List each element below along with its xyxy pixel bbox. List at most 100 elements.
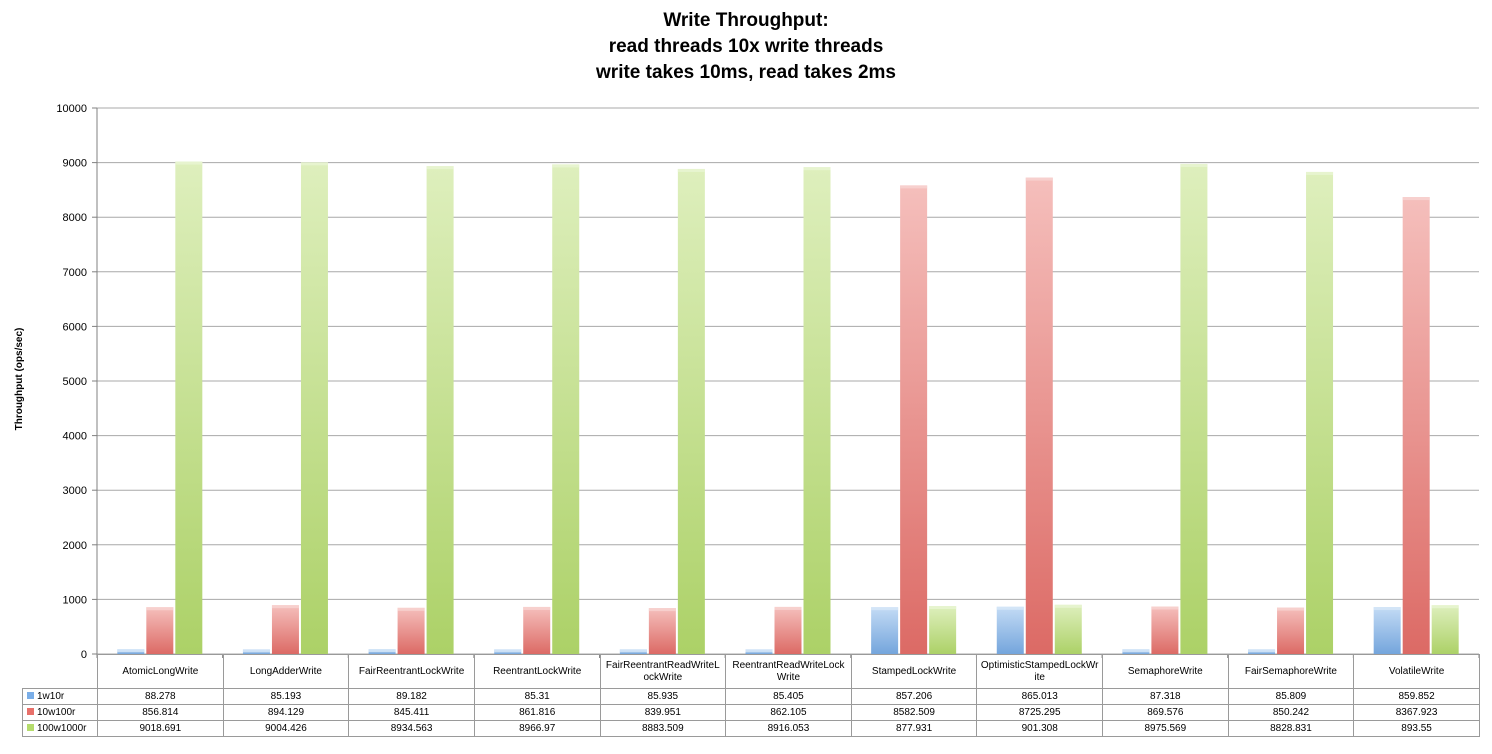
- bar-100w1000r-StampedLockWrite: [929, 606, 957, 654]
- data-label: 9004.426: [222, 720, 350, 737]
- bar-100w1000r-VolatileWrite: [1431, 605, 1459, 654]
- bar-100w1000r-FairReentrantLockWrite: [426, 166, 454, 655]
- bar-10w100r-LongAdderWrite: [271, 605, 299, 654]
- bar-highlight: [774, 606, 802, 610]
- table-header-row: AtomicLongWrite LongAdderWrite FairReentra…: [22, 654, 1480, 689]
- bar-highlight: [619, 649, 647, 653]
- bar-highlight: [1248, 649, 1276, 653]
- y-tick-label: 4000: [63, 431, 87, 443]
- bar-highlight: [1277, 607, 1305, 611]
- y-tick-label: 7000: [63, 267, 87, 279]
- bar-highlight: [175, 161, 203, 165]
- bar-highlight: [368, 649, 396, 653]
- bar-1w10r-StampedLockWrite: [871, 607, 899, 654]
- data-label: 8725.295: [976, 704, 1103, 721]
- y-tick-label: 5000: [63, 376, 87, 388]
- bar-1w10r-VolatileWrite: [1373, 607, 1401, 654]
- data-label: 857.206: [850, 688, 978, 705]
- table-row: 10w100r 856.814 894.129 845.411 861.816 839.9…: [22, 704, 1480, 721]
- legend-swatch-icon: [27, 692, 34, 699]
- chart-title-line-3: write takes 10ms, read takes 2ms: [596, 62, 896, 83]
- bar-highlight: [1431, 605, 1459, 609]
- data-label: 85.809: [1227, 688, 1355, 705]
- bar-100w1000r-FairSemaphoreWrite: [1306, 171, 1334, 654]
- bar-highlight: [426, 166, 454, 170]
- bar-highlight: [1402, 197, 1430, 201]
- data-label: 862.105: [725, 704, 852, 721]
- legend-entry: 100w1000r: [22, 720, 98, 737]
- bar-highlight: [1054, 604, 1082, 608]
- data-label: 861.816: [473, 704, 601, 721]
- data-label: 85.935: [599, 688, 727, 705]
- data-table: AtomicLongWrite LongAdderWrite FairReentra…: [22, 654, 1480, 737]
- data-label: 8828.831: [1227, 720, 1355, 737]
- data-label: 85.31: [473, 688, 601, 705]
- bar-100w1000r-FairReentrantReadWriteLockWrite: [677, 168, 705, 655]
- chart-title-line-2: read threads 10x write threads: [608, 36, 884, 57]
- bar-10w100r-AtomicLongWrite: [146, 607, 174, 654]
- bar-highlight: [677, 168, 705, 172]
- bar-highlight: [1025, 177, 1053, 181]
- x-tick-label: ReentrantLockWrite: [473, 654, 601, 689]
- bar-highlight: [494, 649, 522, 653]
- bar-highlight: [871, 607, 899, 611]
- bar-100w1000r-LongAdderWrite: [300, 162, 328, 654]
- bar-10w100r-StampedLockWrite: [900, 185, 928, 654]
- table-corner: [22, 654, 98, 689]
- data-label: 901.308: [976, 720, 1103, 737]
- data-label: 856.814: [97, 704, 224, 721]
- bar-highlight: [242, 649, 270, 653]
- bar-highlight: [552, 164, 580, 168]
- y-tick-label: 6000: [63, 321, 87, 333]
- x-tick-label: StampedLockWrite: [850, 654, 978, 689]
- data-label: 845.411: [348, 704, 475, 721]
- x-tick-label: FairSemaphoreWrite: [1227, 654, 1355, 689]
- bar-100w1000r-OptimisticStampedLockWrite: [1054, 604, 1082, 654]
- data-label: 8367.923: [1353, 704, 1480, 721]
- data-label: 85.405: [725, 688, 852, 705]
- bar-highlight: [1306, 171, 1334, 175]
- bar-highlight: [271, 605, 299, 609]
- bar-10w100r-VolatileWrite: [1402, 197, 1430, 655]
- data-label: 893.55: [1353, 720, 1480, 737]
- legend-entry: 1w10r: [22, 688, 98, 705]
- data-label: 839.951: [599, 704, 727, 721]
- x-tick-label: FairReentrantReadWriteLockWrite: [599, 654, 727, 689]
- data-label: 850.242: [1227, 704, 1355, 721]
- data-label: 859.852: [1353, 688, 1480, 705]
- y-tick-label: 8000: [63, 212, 87, 224]
- data-label: 8916.053: [725, 720, 852, 737]
- bar-highlight: [117, 649, 145, 653]
- bar-100w1000r-ReentrantLockWrite: [552, 164, 580, 654]
- data-label: 89.182: [348, 688, 475, 705]
- y-tick-label: 9000: [63, 158, 87, 170]
- y-tick-label: 2000: [63, 540, 87, 552]
- y-tick-label: 3000: [63, 485, 87, 497]
- bar-10w100r-ReentrantLockWrite: [523, 606, 551, 654]
- bar-highlight: [900, 185, 928, 189]
- data-label: 8883.509: [599, 720, 727, 737]
- bar-highlight: [996, 606, 1024, 610]
- data-label: 8975.569: [1102, 720, 1229, 737]
- bar-highlight: [523, 606, 551, 610]
- bar-highlight: [1151, 606, 1179, 610]
- legend-swatch-icon: [27, 724, 34, 731]
- data-label: 865.013: [976, 688, 1103, 705]
- chart-plot: 0100020003000400050006000700080009000100…: [56, 103, 1480, 660]
- legend-label: 10w100r: [37, 707, 76, 718]
- x-tick-label: FairReentrantLockWrite: [348, 654, 475, 689]
- x-tick-label: OptimisticStampedLockWrite: [976, 654, 1103, 689]
- data-label: 894.129: [222, 704, 350, 721]
- data-label: 877.931: [850, 720, 978, 737]
- data-label: 88.278: [97, 688, 224, 705]
- bar-100w1000r-ReentrantReadWriteLockWrite: [803, 167, 831, 654]
- bar-10w100r-FairSemaphoreWrite: [1277, 607, 1305, 654]
- bar-highlight: [146, 607, 174, 611]
- bar-highlight: [648, 608, 676, 612]
- bar-highlight: [929, 606, 957, 610]
- data-label: 8934.563: [348, 720, 475, 737]
- data-label: 85.193: [222, 688, 350, 705]
- data-label: 8966.97: [473, 720, 601, 737]
- bar-10w100r-FairReentrantLockWrite: [397, 607, 425, 654]
- table-row: 100w1000r 9018.691 9004.426 8934.563 8966.97…: [22, 720, 1480, 737]
